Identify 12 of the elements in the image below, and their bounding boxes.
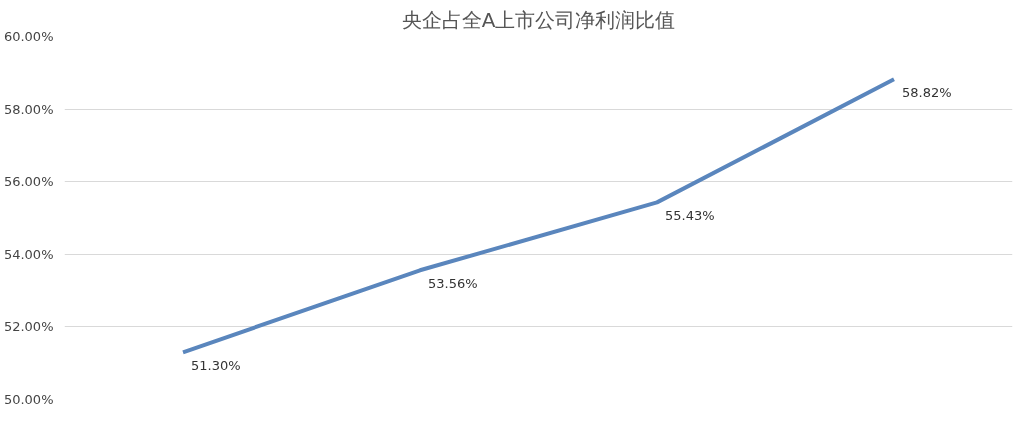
chart-title: 央企占全A上市公司净利润比值 [401,7,676,32]
line-series [181,77,896,355]
data-label: 58.82% [902,85,952,101]
y-tick-label: 50.00% [3,392,54,407]
y-tick-label: 54.00% [3,246,54,262]
data-label: 55.43% [665,208,715,224]
y-tick-label: 56.00% [3,174,54,190]
y-tick-label: 58.00% [3,101,54,117]
data-label: 53.56% [428,276,478,292]
data-label: 51.30% [191,358,241,374]
y-tick-label: 52.00% [3,319,54,335]
y-tick-label: 60.00% [3,29,54,44]
